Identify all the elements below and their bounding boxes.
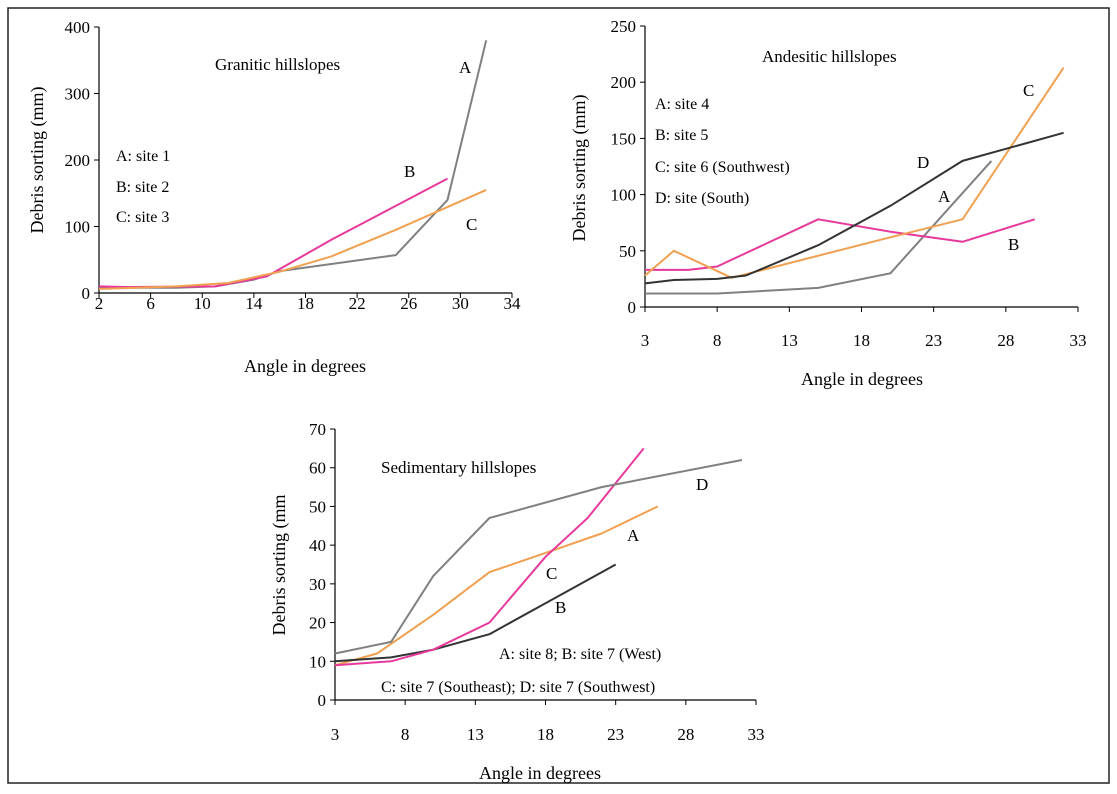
chart-title: Granitic hillslopes	[215, 55, 340, 74]
y-tick-label: 0	[628, 298, 637, 317]
x-tick-label: 10	[194, 294, 211, 313]
x-tick-label: 28	[677, 725, 694, 744]
legend-item: C: site 6 (Southwest)	[655, 159, 790, 176]
x-tick-label: 23	[925, 331, 942, 350]
x-tick-label: 2	[95, 294, 104, 313]
series-line-D	[334, 459, 743, 655]
y-tick-label: 400	[65, 18, 91, 37]
y-axis-title: Debris sorting (mm	[269, 495, 290, 636]
series-line-B	[334, 563, 617, 663]
legend-item: C: site 7 (Southeast); D: site 7 (Southw…	[381, 679, 655, 696]
y-axis-title: Debris sorting (mm)	[569, 95, 590, 242]
y-tick-label: 250	[611, 17, 637, 36]
y-tick-label: 50	[309, 497, 326, 516]
series-label: B	[1008, 235, 1019, 254]
y-tick-label: 100	[65, 218, 91, 237]
x-tick-label: 33	[1070, 331, 1087, 350]
chart-granitic: Granitic hillslopes A: site 1 B: site 2 …	[27, 18, 521, 376]
y-tick-label: 40	[309, 536, 326, 555]
y-tick-label: 10	[309, 652, 326, 671]
y-tick-label: 200	[611, 73, 637, 92]
y-tick-label: 0	[82, 284, 91, 303]
figure-frame	[7, 7, 1110, 784]
legend-item: A: site 8; B: site 7 (West)	[499, 646, 661, 663]
chart-title: Sedimentary hillslopes	[381, 458, 536, 477]
x-axis-title: Angle in degrees	[244, 356, 366, 376]
y-tick-label: 50	[619, 242, 636, 261]
series-line-C	[334, 447, 645, 667]
chart-sedimentary: Sedimentary hillslopes A: site 8; B: sit…	[269, 420, 765, 783]
legend: A: site 4 B: site 5 C: site 6 (Southwest…	[655, 96, 790, 207]
x-tick-label: 3	[331, 725, 340, 744]
series-label: A	[627, 526, 640, 545]
series-line-A	[645, 160, 993, 295]
legend-item: A: site 4	[655, 96, 709, 113]
y-tick-label: 150	[611, 129, 637, 148]
series-label: D	[696, 475, 708, 494]
series-line-D	[644, 131, 1064, 285]
series-line-C	[644, 67, 1065, 279]
x-tick-label: 13	[781, 331, 798, 350]
x-tick-label: 8	[401, 725, 410, 744]
series-label: A	[938, 187, 951, 206]
series-line-C	[98, 188, 487, 290]
y-tick-label: 70	[309, 420, 326, 439]
x-tick-label: 8	[713, 331, 722, 350]
x-tick-label: 34	[504, 294, 522, 313]
chart-andesitic: Andesitic hillslopes A: site 4 B: site 5…	[569, 17, 1087, 389]
x-tick-label: 18	[537, 725, 554, 744]
y-tick-label: 30	[309, 575, 326, 594]
series-label: C	[466, 215, 477, 234]
legend-item: C: site 3	[116, 209, 169, 226]
x-tick-label: 18	[853, 331, 870, 350]
x-tick-label: 28	[997, 331, 1014, 350]
x-tick-label: 14	[245, 294, 263, 313]
series-label: C	[546, 564, 557, 583]
x-axis-title: Angle in degrees	[479, 763, 601, 783]
series-label: B	[404, 162, 415, 181]
y-tick-label: 60	[309, 459, 326, 478]
x-tick-label: 22	[349, 294, 366, 313]
series-line-B	[645, 218, 1035, 271]
y-tick-label: 200	[65, 151, 91, 170]
x-tick-label: 26	[400, 294, 417, 313]
x-tick-label: 33	[748, 725, 765, 744]
y-axis-title: Debris sorting (mm)	[27, 87, 48, 234]
series-label: D	[917, 153, 929, 172]
legend-item: B: site 2	[116, 179, 169, 196]
legend-item: D: site (South)	[655, 190, 749, 207]
x-tick-label: 6	[146, 294, 155, 313]
legend-item: A: site 1	[116, 148, 170, 165]
y-tick-label: 0	[318, 691, 327, 710]
y-tick-label: 100	[611, 186, 637, 205]
x-tick-label: 18	[297, 294, 314, 313]
x-tick-label: 13	[467, 725, 484, 744]
series-label: C	[1023, 81, 1034, 100]
legend: A: site 1 B: site 2 C: site 3	[116, 148, 170, 226]
x-tick-label: 30	[452, 294, 469, 313]
legend: A: site 8; B: site 7 (West) C: site 7 (S…	[381, 646, 661, 696]
legend-item: B: site 5	[655, 127, 708, 144]
chart-title: Andesitic hillslopes	[762, 47, 897, 66]
series-line-A	[334, 505, 659, 667]
y-tick-label: 300	[65, 85, 91, 104]
x-tick-label: 3	[641, 331, 650, 350]
series-line-B	[98, 177, 448, 288]
series-label: A	[459, 58, 472, 77]
x-axis-title: Angle in degrees	[801, 369, 923, 389]
series-label: B	[555, 598, 566, 617]
x-tick-label: 23	[607, 725, 624, 744]
y-tick-label: 20	[309, 614, 326, 633]
